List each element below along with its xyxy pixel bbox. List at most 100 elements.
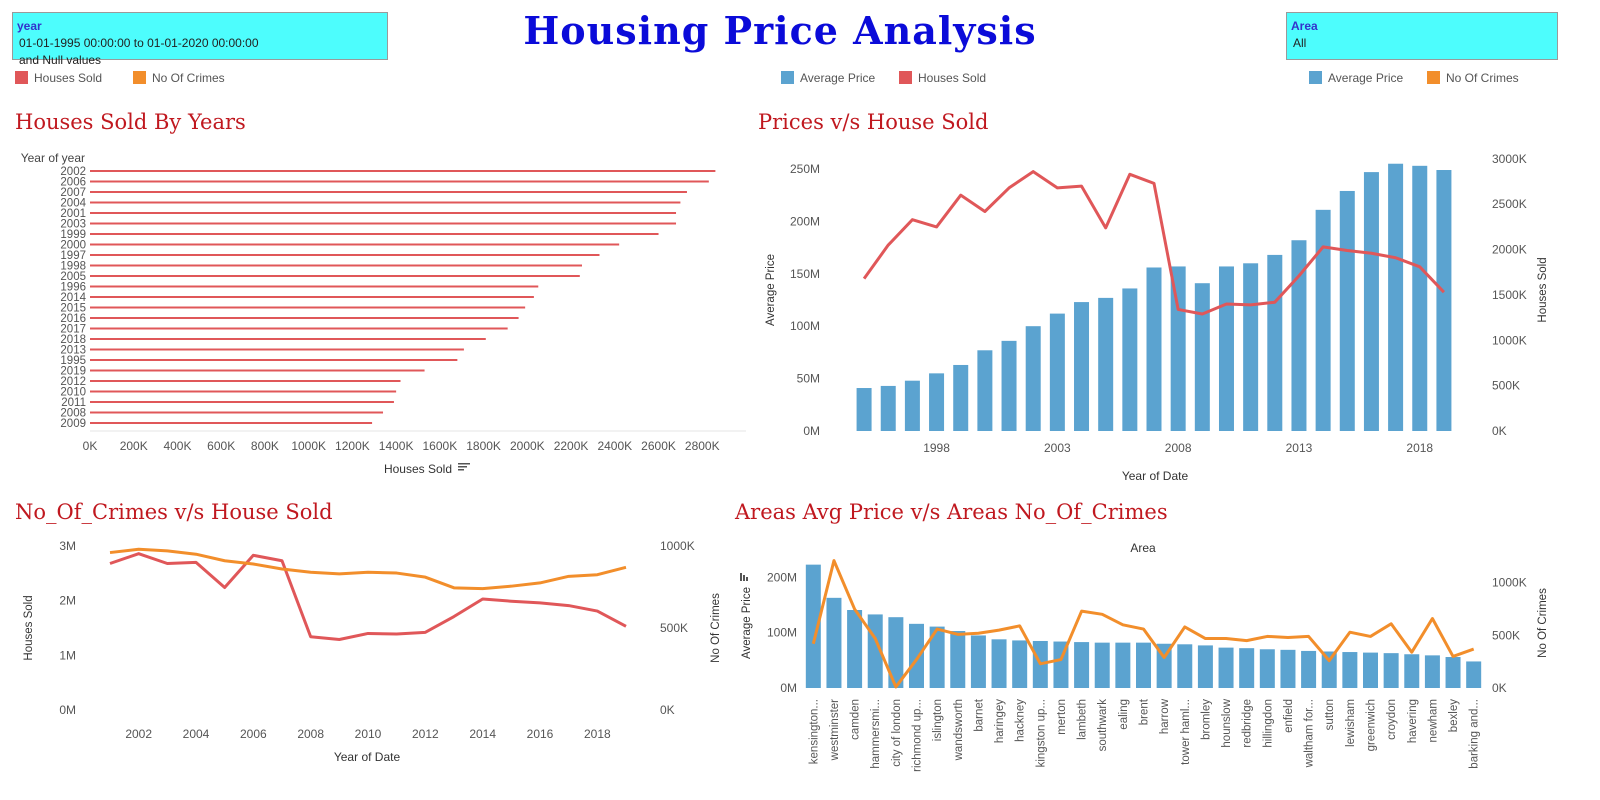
x-tick-label: 1000K [291,439,326,453]
bar [90,306,526,309]
y-tick-label: 200M [790,214,820,228]
legend-item[interactable]: Houses Sold [899,71,986,85]
bar [953,364,969,431]
category-header: Year of year [21,151,85,165]
bar [90,243,620,246]
x-tick-label: 200K [120,439,148,453]
y-tick-label: 2015 [60,303,86,315]
series-line [862,170,1446,316]
bar [1301,650,1317,688]
x-tick-label: westminster [829,699,841,762]
bar [1363,172,1379,431]
x-tick-label: camden [850,699,862,740]
x-tick-label: kingston up... [1035,699,1047,767]
y-axis-label: Average Price [765,254,777,326]
y-tick-label: 0M [780,681,797,695]
bar [909,623,924,688]
bar [1170,266,1186,431]
x-tick-label: hounslow [1221,698,1233,747]
x-tick-label: greenwich [1366,699,1378,751]
legend-item[interactable]: Average Price [1309,71,1403,85]
x-tick-label: 400K [163,439,191,453]
y-tick-label: 100M [790,319,820,333]
y-tick-label: 2013 [60,345,86,357]
bar [90,264,582,267]
bar [950,631,966,688]
bar [1074,642,1090,688]
bar [90,317,519,319]
y-right-axis-label: No Of Crimes [1537,588,1549,658]
x-tick-label: wandsworth [953,699,965,761]
bar [90,401,394,403]
x-tick-label: 2003 [1044,441,1071,455]
x-tick-label: 2006 [240,727,267,741]
bar [1098,297,1114,431]
y-tick-label: 50M [797,372,820,386]
bar [90,327,508,330]
legend-swatch [781,71,794,84]
y-tick-label: 2003 [60,219,86,231]
legend-swatch [1309,71,1322,84]
bar [90,348,464,351]
x-tick-label: kensington... [808,699,820,764]
y-tick-label: 1999 [60,229,86,241]
x-tick-label: 2016 [527,727,554,741]
y-right-axis-label: No Of Crimes [710,593,722,663]
year-filter-range: 01-01-1995 00:00:00 to 01-01-2020 00:00:… [19,36,259,50]
bar [1218,266,1234,431]
bar [1122,288,1138,431]
bar [1363,652,1378,688]
sort-icon-bar [458,463,470,465]
y-tick-label: 2000 [60,240,86,252]
y-tick-label: 1996 [60,282,86,294]
x-tick-label: ealing [1118,699,1130,730]
x-tick-label: 1998 [923,441,950,455]
x-tick-label: harrow [1159,698,1171,734]
column-header: Area [1130,541,1156,555]
bar [90,191,687,193]
bar [90,359,458,361]
x-tick-label: islington [932,699,944,741]
x-tick-label: 1400K [379,439,414,453]
x-tick-label: hammersmi... [870,699,882,769]
legend-item[interactable]: Houses Sold [15,71,102,85]
bar [1404,654,1420,688]
y-tick-label: 2019 [60,366,86,378]
series-line [811,559,1475,689]
x-tick-label: enfield [1283,699,1295,733]
area-filter-value: All [1293,36,1307,50]
x-tick-label: 1600K [423,439,458,453]
area-filter-label: Area [1291,19,1318,33]
legend-item[interactable]: No Of Crimes [133,71,225,85]
bar [1194,283,1210,431]
bar [90,422,373,424]
x-tick-label: lambeth [1077,699,1089,740]
series-line [109,547,627,591]
y-right-tick-label: 0K [1492,424,1507,438]
bar [1239,648,1255,688]
x-tick-label: 2004 [183,727,210,741]
bar [888,617,904,688]
x-tick-label: 2012 [412,727,439,741]
x-tick-label: waltham for... [1304,699,1316,768]
legend-item[interactable]: No Of Crimes [1427,71,1519,85]
y-tick-label: 0M [803,424,820,438]
legend-swatch [133,71,146,84]
y-tick-label: 1995 [60,355,86,367]
year-filter[interactable]: year 01-01-1995 00:00:00 to 01-01-2020 0… [12,12,388,67]
x-tick-label: hackney [1015,699,1027,742]
bar [90,254,600,256]
y-right-tick-label: 0K [1492,681,1507,695]
x-tick-label: 2200K [554,439,589,453]
legend-label: Houses Sold [34,71,103,85]
legend-item[interactable]: Average Price [781,71,875,85]
area-filter[interactable]: Area All [1286,12,1558,60]
bar [1321,651,1337,688]
x-tick-label: 2008 [1165,441,1192,455]
legend-label: Average Price [800,71,876,85]
y-right-tick-label: 1000K [1492,576,1527,590]
x-tick-label: 2013 [1286,441,1313,455]
y-right-tick-label: 1000K [1492,333,1527,347]
dashboard-title: Housing Price Analysis [523,8,1037,53]
x-tick-label: richmond up... [912,699,924,772]
